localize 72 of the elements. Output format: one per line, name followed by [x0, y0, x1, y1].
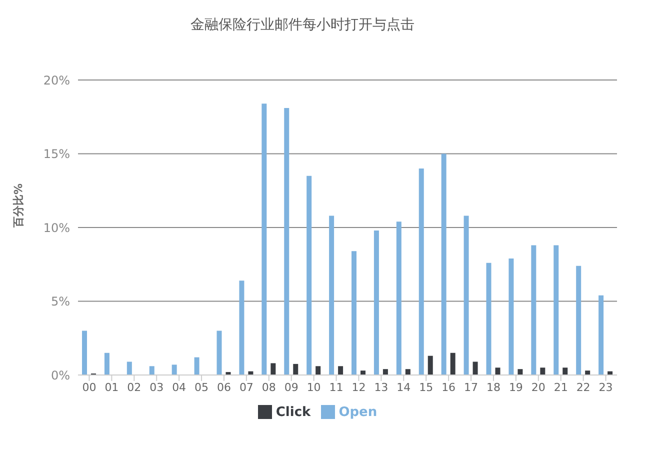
bar	[126, 362, 132, 375]
y-tick-label: 0%	[50, 368, 70, 382]
x-tick-label: 12	[352, 380, 366, 394]
y-tick-label: 5%	[50, 294, 70, 309]
bar	[495, 368, 500, 375]
chart-title: 金融保险行业邮件每小时打开与点击	[190, 16, 416, 35]
bar	[194, 357, 200, 375]
x-tick-label: 20	[531, 380, 546, 394]
bar	[472, 362, 478, 375]
bar	[284, 108, 290, 375]
bar	[270, 363, 276, 375]
x-tick-label: 08	[262, 380, 276, 394]
y-tick-label: 15%	[43, 147, 70, 162]
bar	[486, 262, 492, 375]
bar	[585, 370, 590, 375]
bar	[428, 356, 433, 375]
bar	[374, 230, 379, 375]
y-tick-label: 20%	[43, 73, 70, 88]
bar	[316, 366, 321, 375]
x-tick-label: 21	[554, 380, 568, 394]
y-tick-label: 10%	[43, 220, 70, 235]
x-tick-label: 18	[486, 380, 500, 394]
x-tick-label: 03	[150, 380, 164, 394]
x-tick-label: 19	[508, 380, 523, 394]
x-tick-label: 02	[127, 380, 142, 394]
x-tick-label: 22	[576, 380, 590, 394]
x-tick-label: 16	[442, 380, 456, 394]
bar	[540, 368, 546, 375]
bar	[360, 370, 366, 375]
x-tick-label: 17	[464, 380, 478, 394]
x-tick-label: 06	[216, 380, 231, 394]
x-tick-label: 05	[194, 380, 209, 394]
legend-label: Open	[338, 405, 378, 420]
x-tick-label: 07	[239, 380, 254, 394]
x-tick-label: 13	[374, 380, 388, 394]
bar	[464, 216, 469, 375]
bar	[352, 251, 356, 375]
bar	[441, 154, 446, 375]
bar	[239, 280, 244, 375]
bar	[149, 366, 154, 375]
bar	[508, 258, 514, 375]
bar	[329, 216, 334, 375]
bar	[293, 364, 298, 375]
bar	[405, 369, 410, 375]
bar	[531, 245, 536, 375]
bar	[172, 364, 177, 375]
bar	[418, 168, 424, 375]
bar	[216, 330, 222, 375]
x-tick-label: 11	[329, 380, 344, 394]
bar	[338, 366, 344, 375]
bar	[518, 369, 523, 375]
bar	[576, 266, 582, 375]
x-tick-label: 04	[172, 380, 186, 394]
bar	[562, 368, 568, 375]
bar	[598, 295, 604, 375]
x-tick-label: 00	[82, 380, 96, 394]
legend-label: Click	[276, 405, 311, 420]
x-tick-label: 23	[598, 380, 613, 394]
x-tick-label: 15	[419, 380, 434, 394]
x-tick-label: 09	[284, 380, 298, 394]
x-tick-label: 01	[104, 380, 119, 394]
bar	[104, 352, 110, 375]
x-tick-label: 10	[306, 380, 321, 394]
bar	[262, 104, 267, 375]
x-tick-label: 14	[396, 380, 411, 394]
bar	[82, 330, 87, 375]
bar	[382, 369, 388, 375]
y-axis-title: 百分比%	[12, 183, 25, 228]
bar	[554, 245, 559, 375]
bar	[396, 222, 402, 375]
bar	[306, 176, 312, 375]
bar	[450, 352, 456, 375]
